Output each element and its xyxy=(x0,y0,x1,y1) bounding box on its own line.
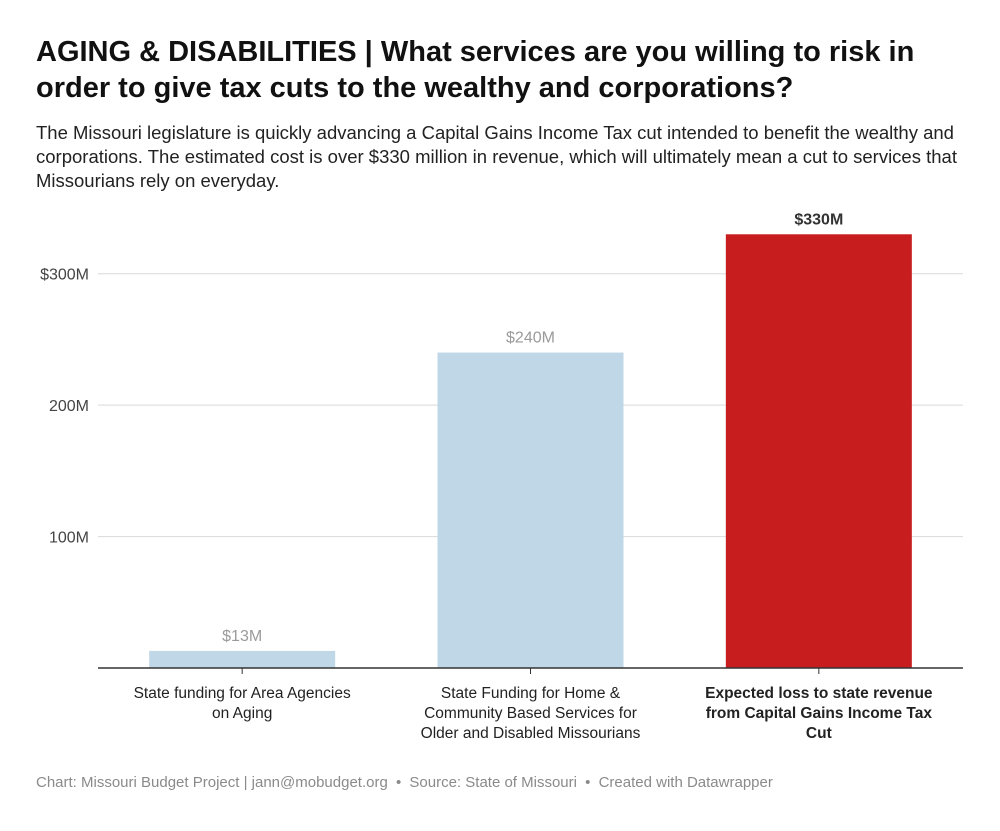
bar xyxy=(725,234,912,668)
y-tick-label: 200M xyxy=(49,398,89,415)
x-category-label-line: Expected loss to state revenue xyxy=(705,685,933,702)
x-category-label-line: Cut xyxy=(806,725,832,742)
bar xyxy=(437,352,624,668)
chart-subtitle: The Missouri legislature is quickly adva… xyxy=(36,122,957,191)
bar-value-label: $330M xyxy=(794,211,843,228)
footer-created-with: Created with Datawrapper xyxy=(598,774,773,791)
footer-credit: Chart: Missouri Budget Project | jann@mo… xyxy=(36,774,388,791)
x-category-label-line: Community Based Services for xyxy=(424,705,637,722)
footer-source: Source: State of Missouri xyxy=(409,774,577,791)
x-category-label-line: State funding for Area Agencies xyxy=(134,685,351,702)
x-category-label-line: State Funding for Home & xyxy=(441,685,621,702)
x-category-label-line: from Capital Gains Income Tax xyxy=(706,705,933,722)
bar-value-label: $13M xyxy=(222,628,262,645)
x-category-label-line: Older and Disabled Missourians xyxy=(421,725,641,742)
y-tick-label: 100M xyxy=(49,530,89,547)
bar-value-label: $240M xyxy=(506,330,555,347)
x-category-label: State Funding for Home & Community Based … xyxy=(421,685,641,742)
footer-separator: • xyxy=(395,774,402,791)
x-category-label: State funding for Area Agencies on Aging xyxy=(134,685,351,722)
y-tick-label: $300M xyxy=(40,267,89,284)
footer-separator: • xyxy=(585,774,591,791)
chart-title: AGING & DISABILITIES | What services are… xyxy=(36,36,915,104)
x-category-label-line: on Aging xyxy=(212,705,272,722)
bar-chart: 100M 200M $300M $13M $240M $330M State funding… xyxy=(40,211,963,742)
bar xyxy=(149,650,336,668)
chart-footer: Chart: Missouri Budget Project | jann@mo… xyxy=(36,774,773,791)
x-category-label: Expected loss to state revenue from Capit… xyxy=(705,685,933,742)
